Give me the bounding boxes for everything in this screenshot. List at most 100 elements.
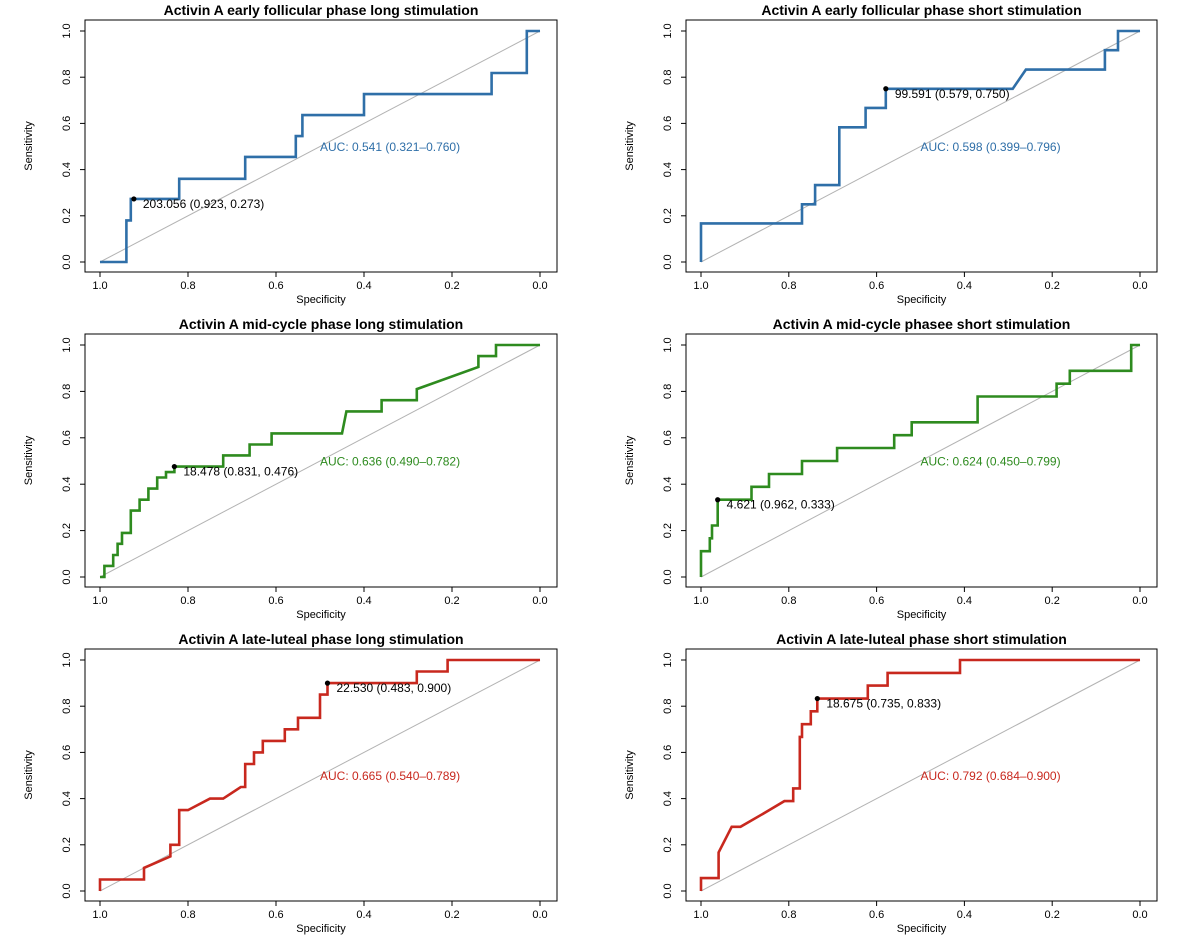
x-tick-label: 0.4 — [356, 595, 371, 607]
y-tick-label: 0.0 — [61, 569, 73, 584]
y-tick-label: 0.6 — [61, 430, 73, 445]
x-tick-label: 0.2 — [1045, 280, 1060, 292]
x-axis-label: Specificity — [296, 609, 346, 621]
chart-title: Activin A mid-cycle phase long stimulati… — [179, 316, 463, 332]
chart-title: Activin A late-luteal phase long stimula… — [178, 631, 463, 647]
roc-panel: Activin A early follicular phase long st… — [23, 2, 558, 306]
y-tick-label: 0.0 — [61, 883, 73, 898]
x-tick-label: 0.8 — [180, 595, 195, 607]
auc-label: AUC: 0.636 (0.490–0.782) — [320, 455, 460, 469]
y-tick-label: 0.2 — [61, 208, 73, 223]
roc-panel: Activin A late-luteal phase short stimul… — [624, 631, 1158, 935]
y-tick-label: 1.0 — [61, 652, 73, 667]
y-tick-label: 0.0 — [662, 883, 674, 898]
y-tick-label: 0.4 — [61, 477, 73, 492]
x-tick-label: 0.0 — [532, 909, 547, 921]
threshold-point — [324, 680, 331, 686]
y-tick-label: 0.4 — [61, 791, 73, 806]
y-tick-label: 0.8 — [61, 699, 73, 714]
auc-label: AUC: 0.541 (0.321–0.760) — [320, 140, 460, 154]
x-tick-label: 0.2 — [1045, 909, 1060, 921]
y-tick-label: 0.4 — [662, 477, 674, 492]
y-tick-label: 0.2 — [662, 208, 674, 223]
y-tick-label: 0.4 — [61, 162, 73, 177]
x-tick-label: 1.0 — [693, 909, 708, 921]
threshold-label: 4.621 (0.962, 0.333) — [727, 498, 835, 512]
x-tick-label: 0.4 — [957, 595, 972, 607]
roc-panel: Activin A mid-cycle phasee short stimula… — [624, 316, 1158, 621]
y-tick-label: 0.4 — [662, 162, 674, 177]
x-tick-label: 0.4 — [957, 280, 972, 292]
x-tick-label: 0.8 — [180, 280, 195, 292]
threshold-point — [814, 695, 820, 702]
roc-panel: Activin A mid-cycle phase long stimulati… — [23, 316, 558, 621]
x-tick-label: 0.6 — [268, 595, 283, 607]
x-axis-label: Specificity — [296, 923, 346, 935]
y-tick-label: 0.0 — [662, 569, 674, 584]
threshold-label: 22.530 (0.483, 0.900) — [336, 681, 451, 695]
chart-title: Activin A early follicular phase short s… — [761, 2, 1081, 18]
roc-curve-line — [699, 343, 1140, 577]
y-tick-label: 1.0 — [662, 652, 674, 667]
y-tick-label: 0.6 — [662, 745, 674, 760]
x-tick-label: 0.8 — [781, 909, 796, 921]
x-tick-label: 0.2 — [1045, 595, 1060, 607]
auc-label: AUC: 0.665 (0.540–0.789) — [320, 769, 460, 783]
roc-curve-line — [699, 658, 1140, 891]
x-tick-label: 0.6 — [869, 280, 884, 292]
threshold-point — [715, 497, 721, 503]
roc-panel: Activin A late-luteal phase long stimula… — [23, 631, 558, 935]
x-axis-label: Specificity — [897, 609, 947, 621]
x-tick-label: 0.4 — [957, 909, 972, 921]
plot-frame — [685, 333, 1158, 588]
x-tick-label: 1.0 — [92, 595, 107, 607]
x-tick-label: 0.2 — [444, 909, 459, 921]
threshold-label: 18.478 (0.831, 0.476) — [183, 465, 298, 479]
y-tick-label: 1.0 — [61, 337, 73, 352]
y-tick-label: 0.6 — [61, 745, 73, 760]
roc-curve-line — [699, 29, 1140, 262]
y-axis-label: Sensitivity — [23, 121, 35, 171]
y-axis-label: Sensitivity — [624, 435, 636, 485]
y-tick-label: 1.0 — [61, 23, 73, 38]
x-tick-label: 1.0 — [693, 280, 708, 292]
x-tick-label: 0.6 — [869, 595, 884, 607]
threshold-point — [171, 463, 177, 470]
chart-title: Activin A mid-cycle phasee short stimula… — [773, 316, 1071, 332]
x-tick-label: 0.8 — [180, 909, 195, 921]
x-tick-label: 0.0 — [1132, 909, 1147, 921]
y-tick-label: 0.8 — [61, 70, 73, 85]
y-axis-label: Sensitivity — [23, 435, 35, 485]
x-tick-label: 0.6 — [869, 909, 884, 921]
reference-diagonal — [700, 659, 1141, 892]
x-tick-label: 0.4 — [356, 280, 371, 292]
y-tick-label: 0.8 — [662, 70, 674, 85]
threshold-point — [131, 196, 137, 202]
x-tick-label: 0.0 — [532, 280, 547, 292]
x-tick-label: 1.0 — [92, 280, 107, 292]
reference-diagonal — [99, 659, 541, 892]
reference-diagonal — [99, 30, 541, 263]
threshold-label: 203.056 (0.923, 0.273) — [143, 197, 264, 211]
x-axis-label: Specificity — [296, 294, 346, 306]
y-tick-label: 0.6 — [61, 116, 73, 131]
x-tick-label: 0.0 — [532, 595, 547, 607]
x-tick-label: 0.6 — [268, 909, 283, 921]
roc-curve-line — [100, 29, 540, 264]
chart-title: Activin A early follicular phase long st… — [164, 2, 479, 18]
x-tick-label: 0.2 — [444, 595, 459, 607]
chart-title: Activin A late-luteal phase short stimul… — [776, 631, 1067, 647]
x-tick-label: 0.8 — [781, 595, 796, 607]
y-tick-label: 0.0 — [662, 254, 674, 269]
plot-frame — [685, 648, 1158, 902]
plot-frame — [84, 333, 558, 588]
roc-curve-line — [100, 343, 540, 579]
x-tick-label: 0.4 — [356, 909, 371, 921]
y-tick-label: 0.8 — [61, 384, 73, 399]
y-axis-label: Sensitivity — [624, 121, 636, 171]
roc-panel: Activin A early follicular phase short s… — [624, 2, 1158, 306]
y-tick-label: 0.2 — [61, 837, 73, 852]
x-tick-label: 1.0 — [92, 909, 107, 921]
y-tick-label: 0.6 — [662, 430, 674, 445]
